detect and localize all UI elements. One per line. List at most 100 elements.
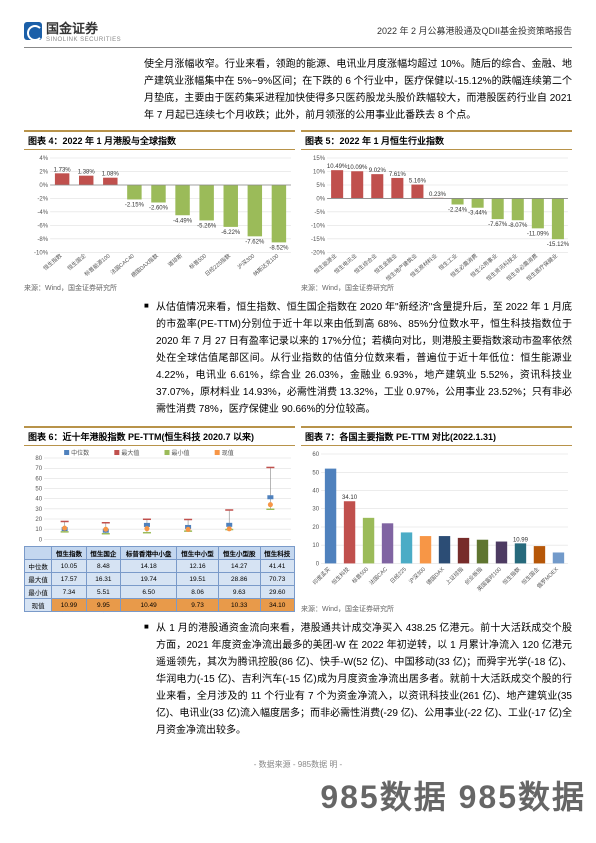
svg-text:-2%: -2% <box>37 196 48 202</box>
svg-text:1.38%: 1.38% <box>78 170 96 176</box>
svg-text:中位数: 中位数 <box>71 449 89 457</box>
watermark: 985数据 985数据 <box>320 772 586 818</box>
svg-text:恒生科技: 恒生科技 <box>330 565 352 587</box>
svg-text:最小值: 最小值 <box>172 449 190 457</box>
svg-text:-5%: -5% <box>314 210 325 216</box>
logo-subtitle: SINOLINK SECURITIES <box>46 37 121 43</box>
svg-text:50: 50 <box>312 470 319 476</box>
chart5-title: 图表 5：2022 年 1 月恒生行业指数 <box>301 130 572 150</box>
svg-text:-15.12%: -15.12% <box>547 242 570 248</box>
svg-text:日经225指数: 日经225指数 <box>203 251 232 277</box>
svg-text:10: 10 <box>35 527 42 533</box>
chart6-title: 图表 6：近十年港股指数 PE-TTM(恒生科技 2020.7 以来) <box>24 426 295 446</box>
chart5-area: -20%-15%-10%-5%0%5%10%15%10.49%恒生能源业10.0… <box>301 152 572 282</box>
svg-text:70: 70 <box>35 466 42 472</box>
chart7-box: 图表 7：各国主要指数 PE-TTM 对比(2022.1.31) 0102030… <box>301 426 572 614</box>
svg-text:10: 10 <box>312 543 319 549</box>
svg-text:-7.67%: -7.67% <box>488 222 508 228</box>
svg-text:标普能源100: 标普能源100 <box>83 252 112 278</box>
chart4-source: 来源：Wind，国金证券研究所 <box>24 283 295 293</box>
svg-text:-6.22%: -6.22% <box>221 230 241 236</box>
svg-text:-15%: -15% <box>311 237 326 243</box>
svg-text:纳斯达克100: 纳斯达克100 <box>251 252 280 278</box>
chart6-area: 01020304050607080中位数最大值最小值现值 恒生指数恒生国企标普香… <box>24 448 295 603</box>
svg-text:-10%: -10% <box>34 250 49 256</box>
svg-text:0%: 0% <box>39 183 48 189</box>
svg-text:10.99: 10.99 <box>513 537 529 543</box>
chart4-box: 图表 4：2022 年 1 月港股与全球指数 -10% -8% -6% -4% -2% 0… <box>24 130 295 293</box>
svg-text:-2.15%: -2.15% <box>125 202 145 208</box>
svg-text:34.10: 34.10 <box>342 495 358 501</box>
svg-text:-11.09%: -11.09% <box>527 231 550 237</box>
logo-icon <box>24 22 42 40</box>
svg-text:印度孟买: 印度孟买 <box>311 565 333 587</box>
svg-text:-2.24%: -2.24% <box>448 208 468 214</box>
svg-text:0: 0 <box>316 561 320 567</box>
svg-text:20: 20 <box>312 525 319 531</box>
svg-text:-6%: -6% <box>37 223 48 229</box>
svg-text:1.08%: 1.08% <box>102 172 120 178</box>
paragraph-3: 从 1 月的港股通资金流向来看，港股通共计成交净买入 438.25 亿港元。前十… <box>144 620 572 739</box>
svg-text:0.23%: 0.23% <box>429 192 447 198</box>
svg-text:-4.49%: -4.49% <box>173 218 193 224</box>
svg-text:标普500: 标普500 <box>187 252 208 271</box>
svg-text:-8.52%: -8.52% <box>269 245 289 251</box>
svg-text:日经225: 日经225 <box>388 565 408 585</box>
svg-text:-3.44%: -3.44% <box>468 211 488 217</box>
svg-text:恒生国企: 恒生国企 <box>66 251 88 272</box>
svg-text:1.73%: 1.73% <box>54 167 72 173</box>
svg-text:现值: 现值 <box>222 449 234 457</box>
svg-text:4%: 4% <box>39 156 48 162</box>
footer: - 数据来源 - 985数据 明 - <box>24 759 572 770</box>
chart-row-2: 图表 6：近十年港股指数 PE-TTM(恒生科技 2020.7 以来) 0 10 2… <box>24 426 572 614</box>
chart6-table: 恒生指数恒生国企标普香港中小盘恒生中小型恒生小型股恒生科技中位数10.058.4… <box>24 546 295 612</box>
svg-text:-4%: -4% <box>37 210 48 216</box>
svg-text:60: 60 <box>35 476 42 482</box>
chart-row-1: 图表 4：2022 年 1 月港股与全球指数 -10% -8% -6% -4% -2% 0… <box>24 130 572 293</box>
svg-text:-8%: -8% <box>37 237 48 243</box>
logo-text: 国金证券 <box>46 18 121 37</box>
svg-text:-8.07%: -8.07% <box>508 223 528 229</box>
paragraph-2: 从估值情况来看，恒生指数、恒生国企指数在 2020 年"新经济"含量提升后，至 … <box>144 299 572 418</box>
svg-text:-20%: -20% <box>311 250 326 256</box>
svg-text:7.61%: 7.61% <box>389 172 407 178</box>
page-header: 国金证券 SINOLINK SECURITIES 2022 年 2 月公募港股通… <box>24 18 572 48</box>
svg-text:法国CAC: 法国CAC <box>367 565 389 587</box>
svg-text:-10%: -10% <box>311 223 326 229</box>
svg-text:-7.62%: -7.62% <box>245 239 265 245</box>
chart6-box: 图表 6：近十年港股指数 PE-TTM(恒生科技 2020.7 以来) 0 10 2… <box>24 426 295 614</box>
svg-text:上证综指: 上证综指 <box>444 565 466 587</box>
svg-text:恒生指数: 恒生指数 <box>501 565 523 587</box>
chart5-box: 图表 5：2022 年 1 月恒生行业指数 -20% -15% -10% -5% 0% 5… <box>301 130 572 293</box>
svg-text:德国DAX: 德国DAX <box>424 565 446 587</box>
svg-text:标普500: 标普500 <box>350 565 370 585</box>
svg-text:沪深300: 沪深300 <box>236 252 257 271</box>
svg-text:40: 40 <box>35 497 42 503</box>
svg-text:10%: 10% <box>313 170 326 176</box>
bullet-section-1: 从估值情况来看，恒生指数、恒生国企指数在 2020 年"新经济"含量提升后，至 … <box>144 299 572 418</box>
logo: 国金证券 SINOLINK SECURITIES <box>24 18 121 43</box>
chart5-source: 来源：Wind，国金证券研究所 <box>301 283 572 293</box>
page: 国金证券 SINOLINK SECURITIES 2022 年 2 月公募港股通… <box>0 0 596 788</box>
bullet-section-2: 从 1 月的港股通资金流向来看，港股通共计成交净买入 438.25 亿港元。前十… <box>144 620 572 739</box>
svg-text:30: 30 <box>35 507 42 513</box>
svg-text:20: 20 <box>35 517 42 523</box>
svg-text:恒生医疗保健业: 恒生医疗保健业 <box>525 251 560 282</box>
svg-text:2%: 2% <box>39 170 48 176</box>
svg-text:0: 0 <box>39 537 43 543</box>
svg-text:5.16%: 5.16% <box>409 179 427 185</box>
paragraph-1: 使全月涨幅收窄。行业来看，领跑的能源、电讯业月度涨幅均超过 10%。随后的综合、… <box>144 56 572 124</box>
svg-text:-2.60%: -2.60% <box>149 206 169 212</box>
svg-text:0%: 0% <box>316 196 325 202</box>
svg-text:10.09%: 10.09% <box>347 165 368 171</box>
chart4-title: 图表 4：2022 年 1 月港股与全球指数 <box>24 130 295 150</box>
svg-text:40: 40 <box>312 488 319 494</box>
svg-text:-5.26%: -5.26% <box>197 223 217 229</box>
svg-text:80: 80 <box>35 456 42 462</box>
svg-text:50: 50 <box>35 487 42 493</box>
svg-text:15%: 15% <box>313 156 326 162</box>
svg-text:沪深300: 沪深300 <box>407 565 427 585</box>
header-title: 2022 年 2 月公募港股通及QDII基金投资策略报告 <box>377 24 572 37</box>
chart7-area: 0102030405060印度孟买34.10恒生科技标普500法国CAC日经22… <box>301 448 572 603</box>
chart7-title: 图表 7：各国主要指数 PE-TTM 对比(2022.1.31) <box>301 426 572 446</box>
